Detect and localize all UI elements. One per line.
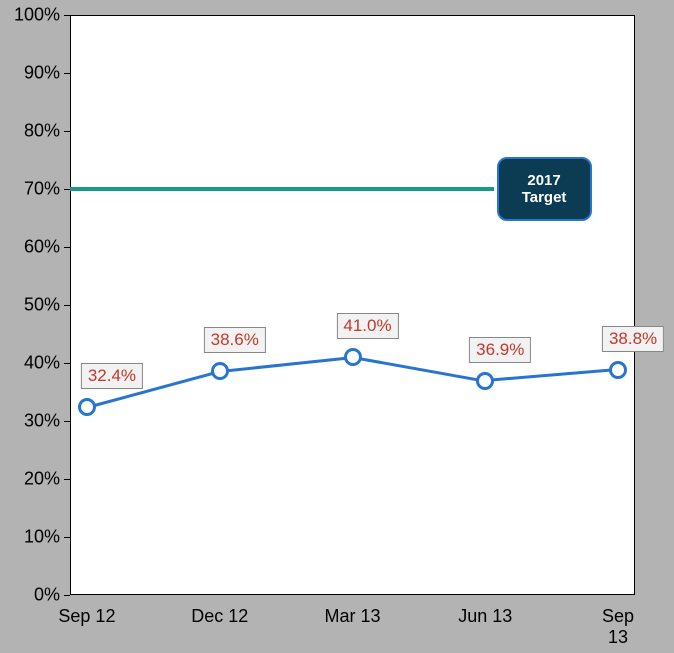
y-tick <box>64 479 70 480</box>
y-tick <box>64 15 70 16</box>
y-tick <box>64 595 70 596</box>
data-marker <box>78 398 96 416</box>
y-tick-label: 100% <box>0 5 60 26</box>
y-tick-label: 80% <box>0 121 60 142</box>
data-marker <box>609 361 627 379</box>
data-marker <box>476 372 494 390</box>
y-tick-label: 0% <box>0 585 60 606</box>
x-tick-label: Sep 13 <box>590 606 646 648</box>
y-tick <box>64 305 70 306</box>
x-tick-label: Mar 13 <box>324 606 380 627</box>
y-tick-label: 60% <box>0 237 60 258</box>
y-tick <box>64 247 70 248</box>
x-tick-label: Jun 13 <box>458 606 512 627</box>
data-label: 32.4% <box>81 363 143 389</box>
y-tick <box>64 131 70 132</box>
y-tick <box>64 363 70 364</box>
x-tick-label: Sep 12 <box>58 606 115 627</box>
y-tick <box>64 421 70 422</box>
data-marker <box>211 362 229 380</box>
y-tick-label: 90% <box>0 63 60 84</box>
plot-area <box>70 15 635 595</box>
data-label: 38.6% <box>204 327 266 353</box>
y-tick-label: 20% <box>0 469 60 490</box>
y-tick-label: 50% <box>0 295 60 316</box>
y-tick-label: 10% <box>0 527 60 548</box>
data-marker <box>344 348 362 366</box>
y-tick-label: 40% <box>0 353 60 374</box>
data-label: 38.8% <box>602 326 664 352</box>
data-label: 41.0% <box>336 313 398 339</box>
target-badge-line2: Target <box>499 189 590 206</box>
target-line <box>70 187 494 191</box>
x-tick-label: Dec 12 <box>191 606 248 627</box>
y-tick <box>64 537 70 538</box>
data-label: 36.9% <box>469 337 531 363</box>
y-tick <box>64 73 70 74</box>
target-badge-line1: 2017 <box>499 172 590 189</box>
y-tick-label: 70% <box>0 179 60 200</box>
target-badge: 2017Target <box>497 157 592 221</box>
y-tick-label: 30% <box>0 411 60 432</box>
